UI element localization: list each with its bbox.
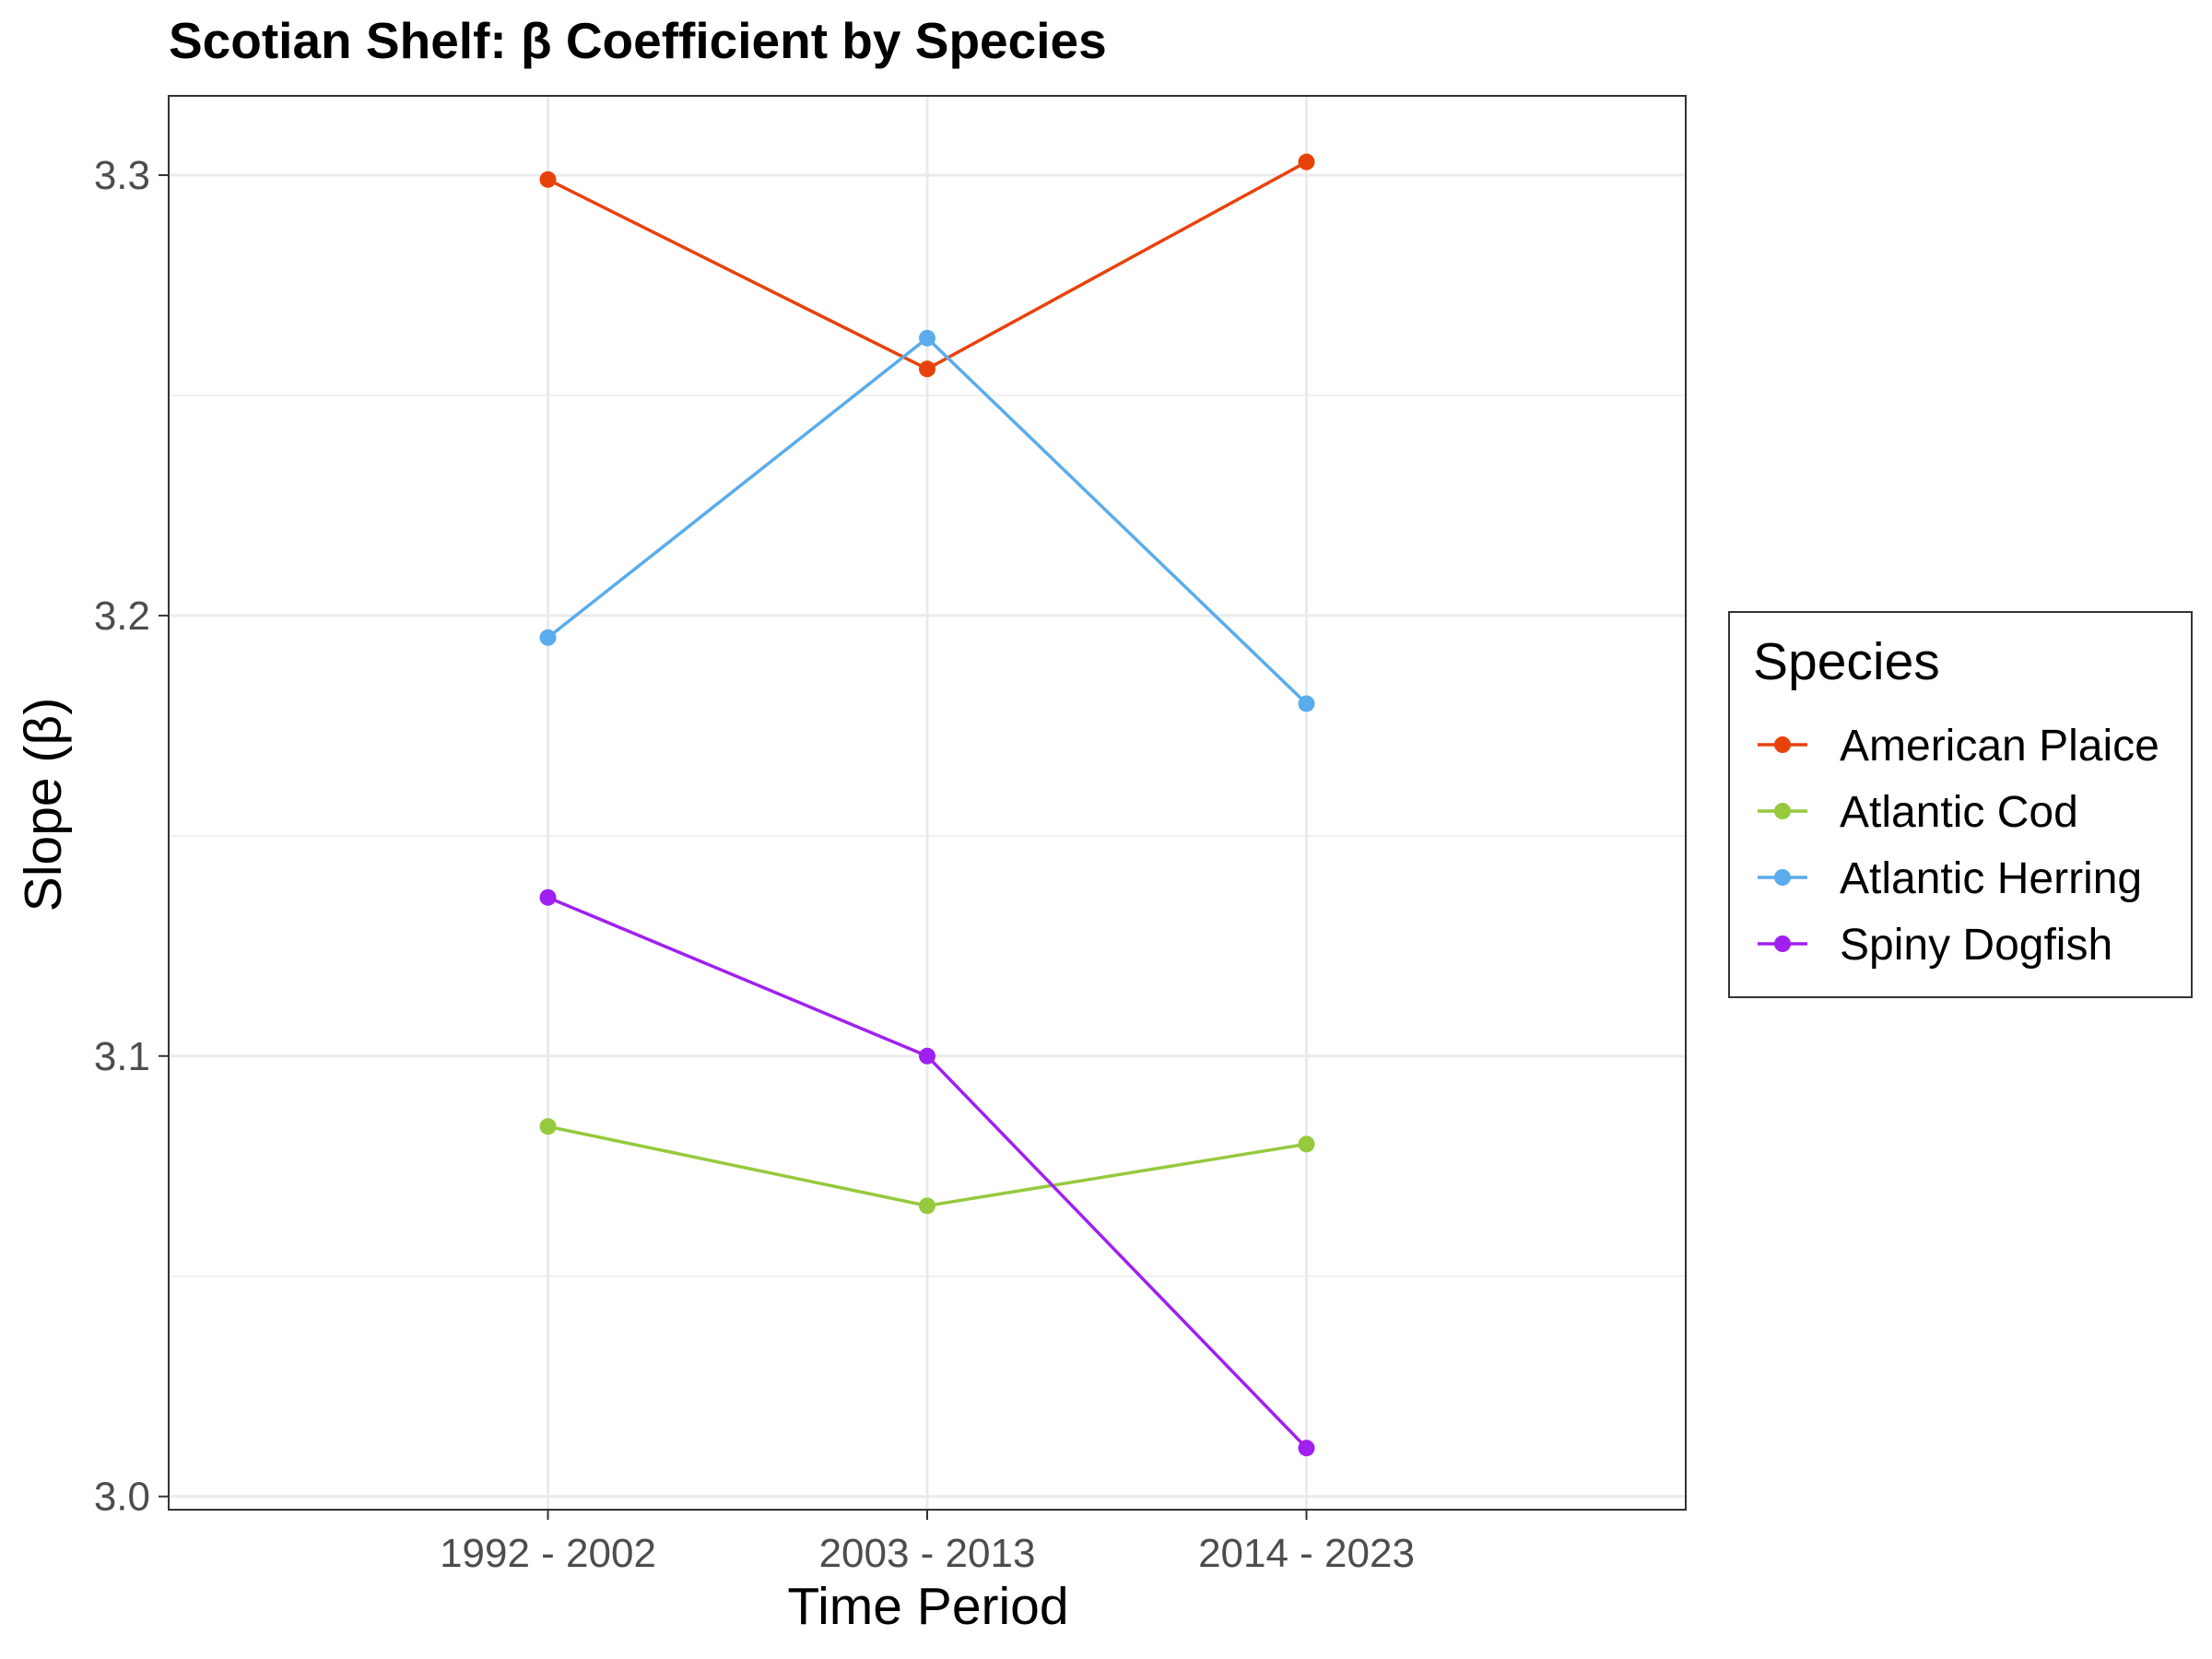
data-point	[919, 1047, 935, 1065]
x-axis-title: Time Period	[787, 1577, 1068, 1636]
legend-items: American Plaice Atlantic Cod Atlantic Herr…	[1758, 722, 2159, 970]
legend-title: Species	[1753, 632, 1940, 691]
data-point	[539, 1118, 557, 1135]
legend-label: American Plaice	[1840, 722, 2159, 771]
legend-key-point	[1774, 869, 1791, 886]
series-spiny-dogfish	[539, 888, 1315, 1457]
legend-box	[1728, 611, 2193, 998]
data-point	[539, 888, 557, 906]
x-tick-label: 2014 - 2023	[1198, 1531, 1415, 1576]
legend-label: Spiny Dogfish	[1840, 921, 2112, 970]
series-atlantic-herring	[539, 329, 1315, 712]
plot-panel	[168, 95, 1687, 1511]
data-point	[539, 629, 557, 646]
x-tick-label: 2003 - 2013	[819, 1531, 1036, 1576]
series-layer	[539, 153, 1315, 1457]
legend-key-point	[1774, 803, 1791, 819]
legend-item: Atlantic Herring	[1758, 854, 2142, 903]
data-point	[919, 329, 935, 347]
x-axis: 1992 - 2002 2003 - 2013 2014 - 2023	[440, 1510, 1415, 1576]
data-point	[1298, 1135, 1315, 1153]
data-point	[919, 360, 935, 378]
legend-label: Atlantic Cod	[1840, 788, 2078, 837]
legend-key-point	[1774, 736, 1791, 753]
y-tick-label: 3.0	[94, 1475, 150, 1520]
data-point	[539, 171, 557, 188]
data-point	[1298, 695, 1315, 712]
y-tick-label: 3.1	[94, 1034, 150, 1079]
legend-label: Atlantic Herring	[1840, 854, 2142, 903]
legend-key-point	[1774, 935, 1791, 952]
legend-item: Atlantic Cod	[1758, 788, 2078, 837]
series-atlantic-cod	[539, 1118, 1315, 1215]
major-gridlines	[169, 96, 1686, 1510]
y-axis-title: Slope (β)	[14, 698, 73, 912]
legend-item: Spiny Dogfish	[1758, 921, 2112, 970]
legend: Species American Plaice Atlantic Cod Atlan…	[1728, 611, 2193, 998]
legend-item: American Plaice	[1758, 722, 2159, 771]
x-tick-label: 1992 - 2002	[440, 1531, 656, 1576]
data-point	[919, 1197, 935, 1215]
data-point	[1298, 1440, 1315, 1457]
y-tick-label: 3.2	[94, 594, 150, 639]
y-axis: 3.0 3.1 3.2 3.3	[94, 153, 169, 1520]
chart-title: Scotian Shelf: β Coefficient by Species	[169, 12, 1107, 69]
data-point	[1298, 153, 1315, 171]
y-tick-label: 3.3	[94, 153, 150, 198]
series-american-plaice	[539, 153, 1315, 378]
